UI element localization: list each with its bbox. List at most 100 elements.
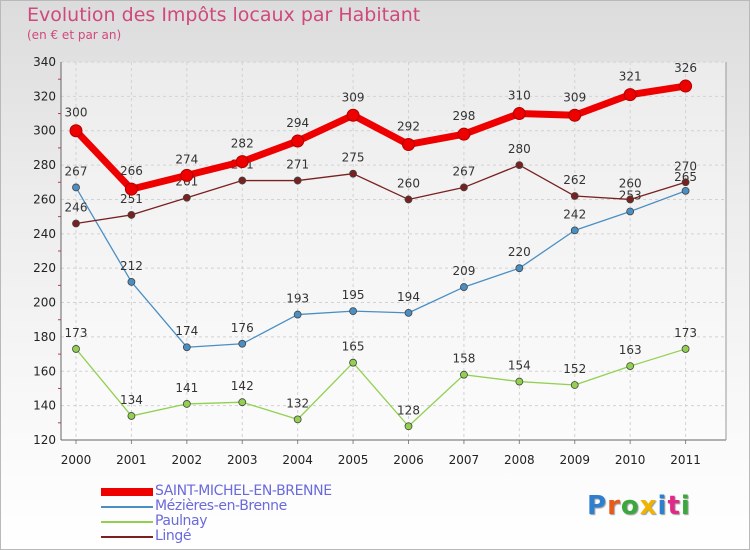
data-label: 326: [674, 61, 697, 75]
data-label: 220: [508, 245, 531, 259]
data-label: 292: [397, 119, 420, 133]
logo-letter: o: [620, 491, 640, 521]
data-point: [515, 377, 524, 386]
data-point: [404, 308, 413, 317]
logo-letter: i: [657, 491, 668, 521]
data-point: [626, 362, 635, 371]
data-point: [72, 345, 80, 353]
proxiti-logo: Proxiti: [587, 491, 691, 521]
y-tick-label: 200: [33, 296, 56, 310]
data-label: 275: [342, 151, 365, 165]
data-point: [293, 415, 302, 424]
data-label: 321: [619, 70, 642, 84]
data-point: [457, 127, 471, 141]
x-tick-label: 2004: [282, 453, 313, 467]
data-point: [349, 307, 357, 316]
data-point: [291, 134, 305, 148]
data-label: 158: [452, 352, 475, 366]
data-label: 209: [452, 264, 475, 278]
y-tick-label: 260: [33, 192, 56, 206]
data-point: [679, 79, 693, 93]
data-label: 267: [65, 164, 88, 178]
data-label: 282: [231, 137, 254, 151]
data-label: 251: [120, 192, 143, 206]
legend-swatch: [101, 521, 153, 523]
legend-swatch: [101, 536, 153, 538]
data-point: [512, 107, 526, 121]
data-point: [69, 124, 83, 138]
data-point: [180, 168, 194, 182]
logo-letter: t: [667, 491, 681, 521]
series-line: [75, 187, 686, 348]
data-label: 174: [175, 324, 198, 338]
data-point: [182, 193, 191, 202]
data-point: [182, 400, 191, 408]
x-tick-label: 2009: [559, 453, 590, 467]
data-point: [460, 283, 468, 291]
data-point: [460, 370, 468, 379]
legend-label: Mézières-en-Brenne: [155, 498, 287, 514]
data-point: [460, 183, 468, 192]
data-label: 280: [508, 142, 531, 156]
data-point: [349, 358, 357, 367]
legend-label: Paulnay: [155, 513, 208, 529]
x-tick-label: 2005: [338, 453, 369, 467]
legend-swatch: [101, 506, 153, 508]
data-label: 142: [231, 379, 254, 393]
x-tick-label: 2001: [116, 453, 147, 467]
x-tick-label: 2007: [449, 453, 480, 467]
data-label: 246: [65, 201, 88, 215]
chart-title: Evolution des Impôts locaux par Habitant: [27, 4, 421, 26]
data-point: [681, 186, 690, 195]
x-tick-label: 2008: [504, 453, 535, 467]
x-tick-label: 2003: [227, 453, 258, 467]
series-line: [73, 82, 687, 193]
y-tick-label: 120: [33, 433, 56, 447]
data-label: 274: [175, 152, 198, 166]
x-tick-label: 2011: [670, 453, 701, 467]
y-tick-label: 220: [33, 261, 56, 275]
data-point: [72, 183, 80, 192]
data-label: 134: [120, 393, 143, 407]
data-label: 176: [231, 321, 254, 335]
series-line: [75, 348, 686, 427]
data-point: [402, 137, 415, 151]
data-point: [127, 278, 136, 286]
logo-letter: P: [587, 491, 608, 521]
data-point: [182, 343, 191, 352]
logo-letter: r: [607, 491, 621, 521]
data-label: 260: [619, 176, 642, 190]
legend-swatch: [101, 488, 153, 496]
data-point: [626, 207, 635, 216]
data-point: [238, 339, 247, 348]
data-label: 265: [674, 170, 697, 184]
data-point: [681, 178, 690, 187]
data-label: 193: [286, 292, 309, 306]
data-label: 173: [674, 326, 697, 340]
x-tick-label: 2000: [61, 453, 92, 467]
data-label: 154: [508, 359, 531, 373]
data-label: 163: [619, 343, 642, 357]
data-point: [238, 176, 247, 185]
data-point: [124, 182, 138, 196]
y-tick-label: 160: [33, 364, 56, 378]
data-point: [72, 219, 80, 228]
data-label: 270: [674, 159, 697, 173]
data-label: 195: [342, 288, 365, 302]
data-point: [293, 310, 302, 319]
y-tick-label: 280: [33, 158, 56, 172]
series-line: [75, 164, 686, 225]
data-point: [235, 155, 249, 169]
data-label: 242: [563, 207, 586, 221]
data-label: 309: [563, 90, 586, 104]
data-label: 173: [65, 326, 88, 340]
x-tick-label: 2010: [615, 453, 646, 467]
data-point: [404, 195, 413, 204]
data-label: 271: [286, 158, 309, 172]
logo-letter: x: [639, 491, 658, 521]
data-point: [346, 108, 360, 122]
data-point: [570, 381, 579, 389]
data-point: [570, 192, 579, 200]
